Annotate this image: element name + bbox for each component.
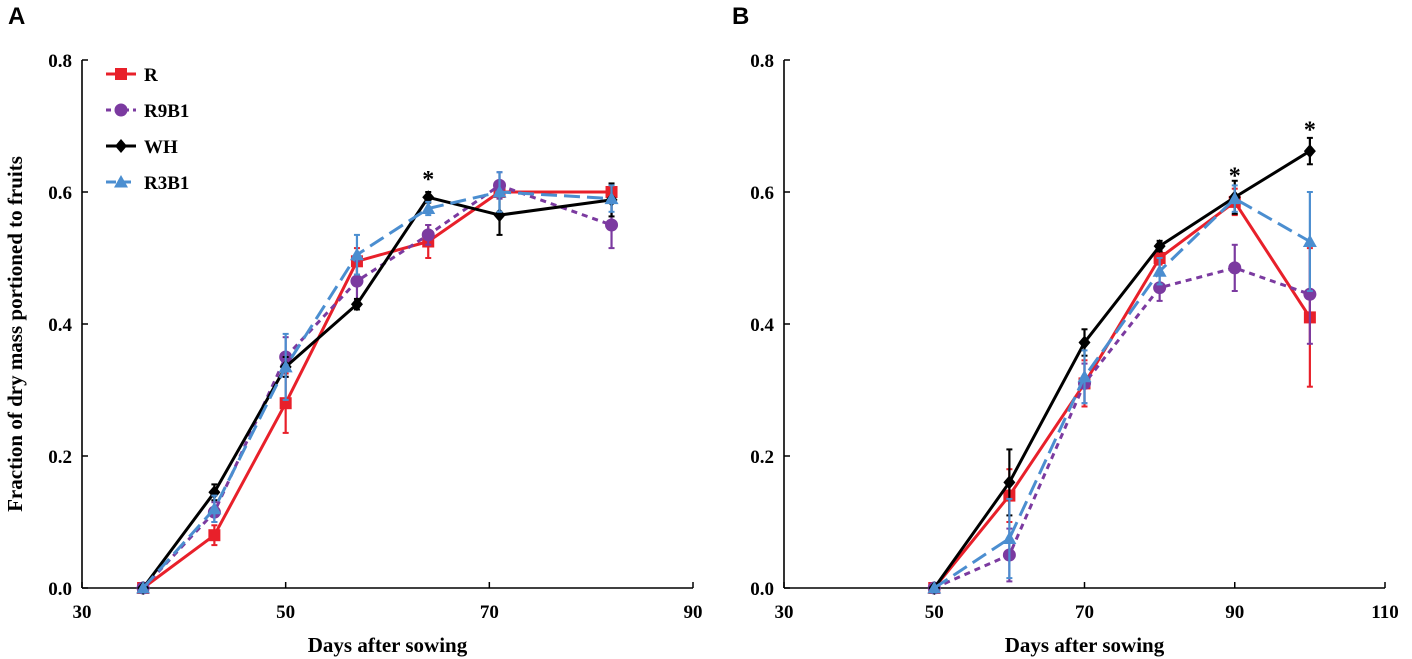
- legend-label: R: [144, 65, 158, 86]
- legend-entry: R: [106, 65, 158, 86]
- legend-entry: R3B1: [106, 173, 189, 194]
- data-point: [421, 201, 436, 214]
- data-point: [349, 247, 364, 261]
- y-tick-label: 0.0: [750, 579, 774, 600]
- legend-label: R3B1: [144, 173, 189, 194]
- data-point: [421, 228, 435, 242]
- x-tick-label: 70: [480, 602, 499, 623]
- data-point: [1152, 264, 1167, 277]
- x-tick-label: 110: [1371, 602, 1398, 623]
- legend-label: R9B1: [144, 101, 189, 122]
- data-point: [1002, 531, 1017, 544]
- panel-label: A: [8, 3, 25, 30]
- legend-marker: [115, 139, 127, 153]
- significance-marker: *: [1304, 117, 1316, 143]
- y-tick-label: 0.4: [750, 315, 774, 336]
- data-point: [1302, 234, 1317, 247]
- panel-label: B: [732, 3, 749, 30]
- series-line: [933, 149, 1311, 589]
- x-tick-label: 30: [775, 602, 794, 623]
- x-tick-label: 70: [1075, 602, 1094, 623]
- data-point: [1303, 287, 1317, 301]
- significance-marker: *: [1229, 164, 1241, 190]
- data-point: [1078, 335, 1091, 350]
- series-r3b1: [136, 171, 619, 594]
- data-point: [136, 581, 151, 594]
- legend: R R9B1 WH R3B1: [106, 65, 189, 194]
- data-point: [422, 190, 435, 205]
- significance-marker: *: [422, 167, 434, 193]
- x-tick-label: 30: [73, 602, 92, 623]
- panel-b: B 0.0 0.2 0.4 0.6 0.8 30 50 70 90 110 Days after so…: [732, 3, 1399, 657]
- series-wh: [928, 136, 1316, 595]
- panel-a: A 0.0 0.2 0.4 0.6 0.8 30 50 70 90 Days after sowin…: [3, 3, 703, 657]
- x-tick-label: 90: [684, 602, 703, 623]
- series-r9b1: [927, 243, 1317, 595]
- series-r: [928, 187, 1316, 594]
- y-tick-label: 0.8: [48, 51, 72, 72]
- y-tick-label: 0.6: [750, 183, 774, 204]
- legend-label: WH: [144, 137, 178, 158]
- series-line: [933, 266, 1311, 590]
- data-point: [604, 191, 619, 205]
- x-tick-label: 50: [276, 602, 295, 623]
- data-point: [278, 359, 293, 373]
- data-point: [350, 297, 363, 312]
- y-tick-label: 0.4: [48, 315, 72, 336]
- data-point: [927, 581, 942, 594]
- series-line: [933, 200, 1312, 589]
- y-axis-title: Fraction of dry mass portioned to fruits: [3, 156, 27, 512]
- y-tick-label: 0.6: [48, 183, 72, 204]
- y-tick-label: 0.0: [48, 579, 72, 600]
- x-axis-title: Days after sowing: [1005, 633, 1165, 657]
- series-r3b1: [927, 184, 1317, 594]
- data-point: [605, 218, 619, 232]
- legend-marker: [115, 68, 127, 80]
- data-point: [350, 274, 364, 288]
- data-point: [1153, 239, 1166, 254]
- y-tick-label: 0.8: [750, 51, 774, 72]
- data-point: [1003, 475, 1016, 490]
- data-point: [1228, 261, 1242, 275]
- data-point: [1227, 191, 1242, 205]
- data-point: [1303, 144, 1316, 159]
- legend-entry: R9B1: [106, 101, 189, 122]
- legend-entry: WH: [106, 137, 178, 158]
- legend-marker: [114, 103, 128, 117]
- data-point: [1153, 281, 1167, 295]
- series-r: [137, 184, 618, 594]
- y-tick-label: 0.2: [750, 447, 774, 468]
- series-line: [933, 197, 1311, 590]
- x-tick-label: 90: [1225, 602, 1244, 623]
- x-axis-title: Days after sowing: [308, 633, 468, 657]
- data-point: [1077, 369, 1092, 383]
- data-point: [492, 185, 507, 198]
- data-point: [207, 501, 222, 515]
- y-tick-label: 0.2: [48, 447, 72, 468]
- data-point: [208, 529, 221, 542]
- legend-marker: [114, 175, 128, 188]
- x-tick-label: 50: [925, 602, 944, 623]
